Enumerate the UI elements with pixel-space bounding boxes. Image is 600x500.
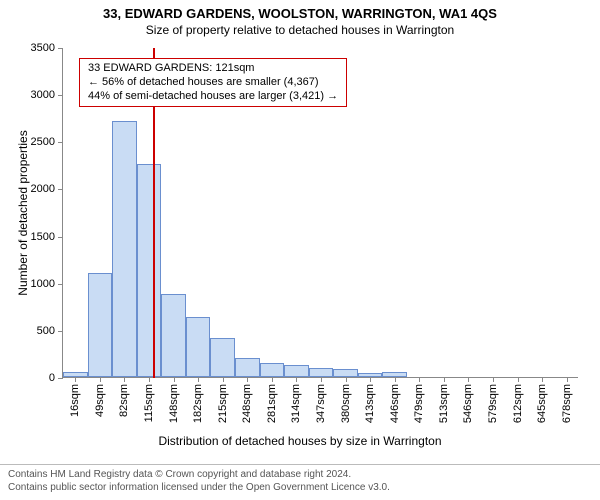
histogram-bar bbox=[88, 273, 113, 377]
x-tick-label: 413sqm bbox=[364, 384, 376, 423]
y-tick bbox=[58, 95, 63, 96]
histogram-bar bbox=[137, 164, 162, 377]
info-line-2: ← 56% of detached houses are smaller (4,… bbox=[88, 76, 338, 90]
x-tick-label: 579sqm bbox=[487, 384, 499, 423]
x-tick bbox=[493, 377, 494, 382]
y-axis-label: Number of detached properties bbox=[16, 130, 30, 295]
x-tick-label: 281sqm bbox=[266, 384, 278, 423]
x-tick-label: 82sqm bbox=[118, 384, 130, 417]
y-tick-label: 3000 bbox=[31, 89, 55, 101]
x-tick bbox=[198, 377, 199, 382]
x-tick-label: 479sqm bbox=[413, 384, 425, 423]
x-tick-label: 115sqm bbox=[143, 384, 155, 422]
chart-main-title: 33, EDWARD GARDENS, WOOLSTON, WARRINGTON… bbox=[0, 0, 600, 21]
y-tick bbox=[58, 142, 63, 143]
y-tick bbox=[58, 48, 63, 49]
y-tick bbox=[58, 284, 63, 285]
x-tick bbox=[296, 377, 297, 382]
y-tick bbox=[58, 189, 63, 190]
info-line-3: 44% of semi-detached houses are larger (… bbox=[88, 90, 338, 104]
x-tick-label: 248sqm bbox=[241, 384, 253, 423]
y-tick-label: 1500 bbox=[31, 231, 55, 243]
x-tick bbox=[518, 377, 519, 382]
histogram-bar bbox=[210, 338, 235, 377]
x-tick-label: 49sqm bbox=[94, 384, 106, 417]
histogram-bar bbox=[112, 121, 137, 377]
x-tick-label: 380sqm bbox=[340, 384, 352, 423]
x-tick bbox=[346, 377, 347, 382]
y-tick-label: 500 bbox=[37, 325, 55, 337]
histogram-bar bbox=[260, 363, 285, 377]
chart-subtitle: Size of property relative to detached ho… bbox=[0, 21, 600, 37]
y-tick bbox=[58, 331, 63, 332]
footer-line-1: Contains HM Land Registry data © Crown c… bbox=[8, 469, 592, 482]
footer-line-2: Contains public sector information licen… bbox=[8, 482, 592, 495]
y-tick-label: 3500 bbox=[31, 42, 55, 54]
histogram-bar bbox=[161, 294, 186, 377]
x-tick bbox=[567, 377, 568, 382]
y-tick-label: 2500 bbox=[31, 136, 55, 148]
x-tick bbox=[223, 377, 224, 382]
x-tick bbox=[247, 377, 248, 382]
histogram-bar bbox=[333, 369, 358, 377]
x-tick bbox=[272, 377, 273, 382]
x-tick bbox=[542, 377, 543, 382]
x-tick-label: 148sqm bbox=[168, 384, 180, 423]
y-tick bbox=[58, 237, 63, 238]
histogram-bar bbox=[284, 365, 309, 377]
x-tick-label: 182sqm bbox=[192, 384, 204, 423]
histogram-bar bbox=[186, 317, 211, 377]
x-tick bbox=[395, 377, 396, 382]
y-tick-label: 0 bbox=[49, 372, 55, 384]
x-axis-label: Distribution of detached houses by size … bbox=[0, 434, 600, 448]
info-line-1: 33 EDWARD GARDENS: 121sqm bbox=[88, 62, 338, 76]
attribution-footer: Contains HM Land Registry data © Crown c… bbox=[0, 464, 600, 500]
x-tick bbox=[75, 377, 76, 382]
x-tick bbox=[370, 377, 371, 382]
x-tick-label: 678sqm bbox=[561, 384, 573, 423]
x-tick-label: 314sqm bbox=[290, 384, 302, 423]
x-tick-label: 446sqm bbox=[389, 384, 401, 423]
x-tick-label: 347sqm bbox=[315, 384, 327, 423]
x-tick bbox=[321, 377, 322, 382]
x-tick-label: 16sqm bbox=[69, 384, 81, 417]
x-tick-label: 612sqm bbox=[512, 384, 524, 423]
x-tick-label: 215sqm bbox=[217, 384, 229, 423]
x-tick bbox=[149, 377, 150, 382]
x-tick-label: 546sqm bbox=[462, 384, 474, 423]
x-tick-label: 513sqm bbox=[438, 384, 450, 423]
x-tick bbox=[444, 377, 445, 382]
y-tick-label: 2000 bbox=[31, 183, 55, 195]
x-tick-label: 645sqm bbox=[536, 384, 548, 423]
x-tick bbox=[468, 377, 469, 382]
y-tick bbox=[58, 378, 63, 379]
histogram-bar bbox=[235, 358, 260, 377]
reference-info-box: 33 EDWARD GARDENS: 121sqm ← 56% of detac… bbox=[79, 58, 347, 107]
x-tick bbox=[419, 377, 420, 382]
histogram-bar bbox=[309, 368, 334, 377]
x-tick bbox=[124, 377, 125, 382]
x-tick bbox=[100, 377, 101, 382]
y-tick-label: 1000 bbox=[31, 278, 55, 290]
x-tick bbox=[174, 377, 175, 382]
